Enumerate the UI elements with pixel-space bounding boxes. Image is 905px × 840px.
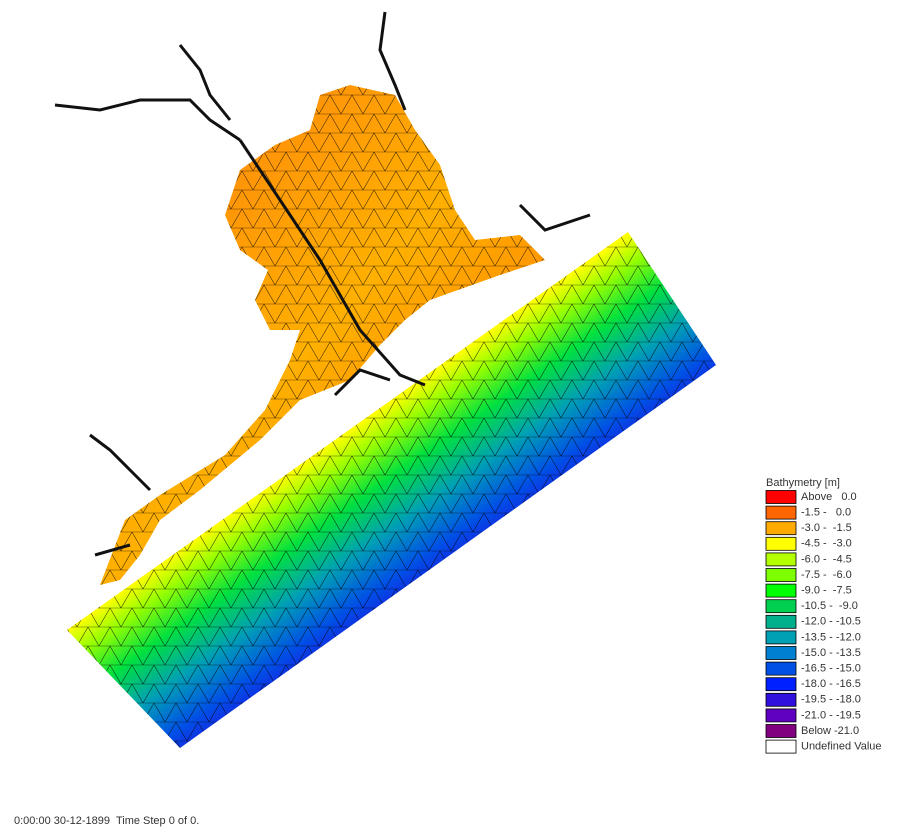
- legend-swatch: [766, 647, 796, 660]
- legend-swatch: [766, 662, 796, 675]
- legend-title: Bathymetry [m]: [766, 477, 840, 489]
- legend-swatch: [766, 584, 796, 597]
- legend-label: -16.5 - -15.0: [801, 663, 861, 675]
- legend-swatch: [766, 553, 796, 566]
- legend-label: -13.5 - -12.0: [801, 631, 861, 643]
- legend: Above 0.0 -1.5 - 0.0 -3.0 - -1.5 -4.5 - -3.…: [766, 491, 882, 754]
- legend-label: -10.5 - -9.0: [801, 600, 858, 612]
- legend-swatch: [766, 678, 796, 691]
- legend-swatch: [766, 693, 796, 706]
- legend-label: -15.0 - -13.5: [801, 647, 861, 659]
- legend-label: -7.5 - -6.0: [801, 569, 852, 581]
- legend-swatch: [766, 725, 796, 738]
- legend-swatch: [766, 491, 796, 504]
- legend-label: -3.0 - -1.5: [801, 522, 852, 534]
- legend-label: -12.0 - -10.5: [801, 616, 861, 628]
- legend-swatch: [766, 615, 796, 628]
- legend-swatch: [766, 740, 796, 753]
- legend-swatch: [766, 506, 796, 519]
- legend-label: Above 0.0: [801, 491, 857, 503]
- legend-swatch: [766, 709, 796, 722]
- legend-label: -1.5 - 0.0: [801, 507, 851, 519]
- status-bar: 0:00:00 30-12-1899 Time Step 0 of 0.: [14, 815, 199, 827]
- legend-swatch: [766, 600, 796, 613]
- legend-label: -18.0 - -16.5: [801, 678, 861, 690]
- legend-label: Undefined Value: [801, 741, 882, 753]
- legend-label: -19.5 - -18.0: [801, 694, 861, 706]
- legend-label: -21.0 - -19.5: [801, 709, 861, 721]
- legend-label: Below -21.0: [801, 725, 859, 737]
- legend-swatch: [766, 522, 796, 535]
- legend-label: -4.5 - -3.0: [801, 538, 852, 550]
- legend-swatch: [766, 537, 796, 550]
- legend-label: -6.0 - -4.5: [801, 553, 852, 565]
- screen: Bathymetry [m] Above 0.0 -1.5 - 0.0 -3.0 -…: [0, 0, 905, 840]
- legend-swatch: [766, 631, 796, 644]
- legend-label: -9.0 - -7.5: [801, 585, 852, 597]
- mesh-map: [55, 12, 716, 748]
- legend-swatch: [766, 569, 796, 582]
